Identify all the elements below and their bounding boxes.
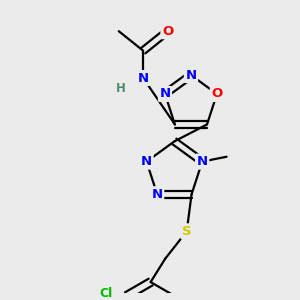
Text: N: N <box>141 155 152 168</box>
Text: H: H <box>116 82 126 95</box>
Text: S: S <box>182 225 191 238</box>
Text: N: N <box>138 71 149 85</box>
Text: N: N <box>152 188 163 201</box>
Text: N: N <box>159 87 170 101</box>
Text: Cl: Cl <box>99 287 112 300</box>
Text: O: O <box>211 87 223 101</box>
Text: O: O <box>162 25 173 38</box>
Text: N: N <box>196 155 208 168</box>
Text: N: N <box>185 69 197 82</box>
